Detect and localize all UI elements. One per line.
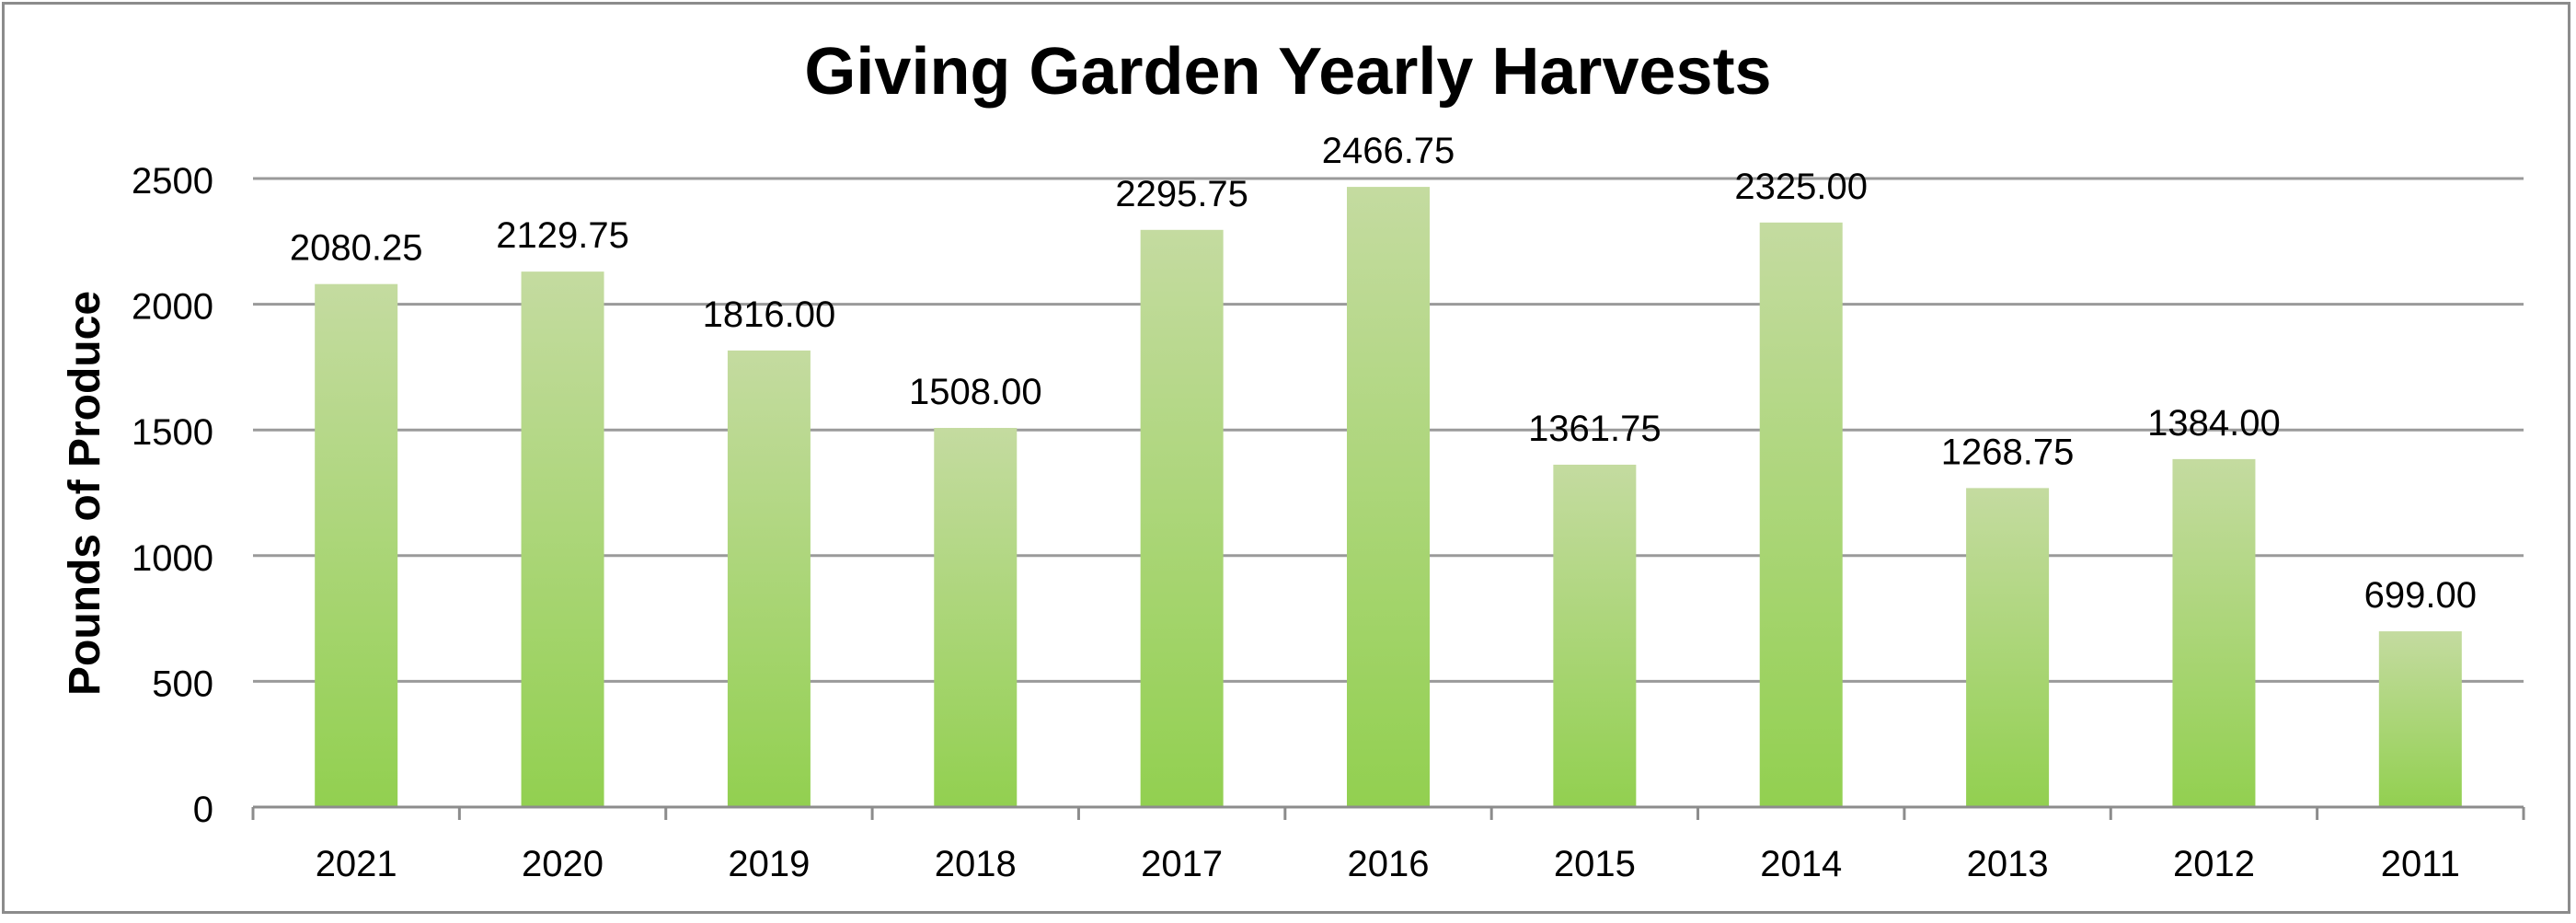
data-label-2017: 2295.75 xyxy=(1115,174,1248,214)
bars xyxy=(315,187,2462,808)
y-tick-label: 2500 xyxy=(132,161,213,202)
bar-2014 xyxy=(1759,222,1843,807)
y-tick-labels: 0 500 1000 1500 2000 2500 xyxy=(132,161,213,830)
x-axis xyxy=(251,805,2525,820)
x-tick-label-2016: 2016 xyxy=(1348,844,1430,884)
data-label-2021: 2080.25 xyxy=(290,228,423,269)
data-label-2013: 1268.75 xyxy=(1941,432,2075,472)
data-label-2016: 2466.75 xyxy=(1322,131,1455,171)
x-tick-label-2018: 2018 xyxy=(935,844,1017,884)
bar-2021 xyxy=(315,283,398,808)
data-label-2012: 1384.00 xyxy=(2147,403,2281,444)
x-tick-label-2012: 2012 xyxy=(2173,844,2255,884)
data-label-2020: 2129.75 xyxy=(496,215,629,256)
x-tick-label-2014: 2014 xyxy=(1760,844,1842,884)
x-tick-label-2013: 2013 xyxy=(1967,844,2049,884)
chart-title: Giving Garden Yearly Harvests xyxy=(804,35,1772,109)
x-tick-label-2017: 2017 xyxy=(1141,844,1223,884)
x-tick-label-2011: 2011 xyxy=(2381,844,2460,884)
data-label-2015: 1361.75 xyxy=(1528,409,1662,449)
y-tick-label: 1000 xyxy=(132,538,213,579)
bar-2018 xyxy=(934,428,1018,807)
data-label-2019: 1816.00 xyxy=(703,294,836,335)
bar-2020 xyxy=(521,271,604,807)
data-label-2014: 2325.00 xyxy=(1734,167,1868,207)
y-tick-label: 500 xyxy=(152,663,213,704)
x-tick-label-2019: 2019 xyxy=(728,844,810,884)
bar-2019 xyxy=(727,350,811,807)
y-tick-label: 0 xyxy=(193,790,213,830)
data-labels: 2080.25 2129.75 1816.00 1508.00 2295.75 2466.… xyxy=(290,131,2477,616)
data-label-2018: 1508.00 xyxy=(909,372,1042,412)
y-axis-label: Pounds of Produce xyxy=(61,291,109,696)
bar-2017 xyxy=(1140,229,1224,808)
x-tick-label-2020: 2020 xyxy=(522,844,604,884)
x-tick-label-2021: 2021 xyxy=(316,844,397,884)
y-tick-label: 1500 xyxy=(132,412,213,453)
bar-2016 xyxy=(1347,187,1430,808)
bar-2011 xyxy=(2378,631,2462,807)
x-tick-labels: 2021 2020 2019 2018 2017 2016 2015 2014 2013 2012… xyxy=(316,844,2460,884)
data-label-2011: 699.00 xyxy=(2364,575,2477,616)
bar-2013 xyxy=(1966,488,2050,807)
bar-2012 xyxy=(2172,458,2256,807)
bar-2015 xyxy=(1553,464,1637,807)
x-tick-label-2015: 2015 xyxy=(1554,844,1636,884)
y-tick-label: 2000 xyxy=(132,287,213,328)
